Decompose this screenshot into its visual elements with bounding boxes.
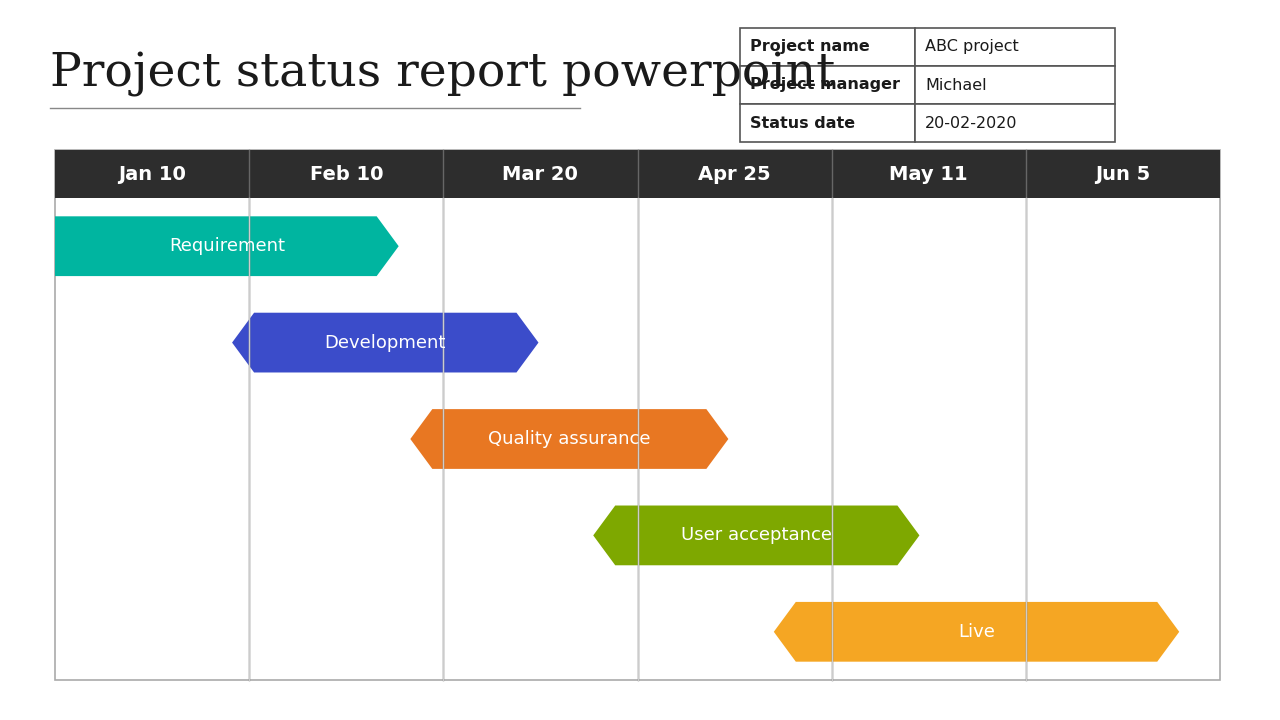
Text: Michael: Michael — [925, 78, 987, 92]
Bar — [915, 28, 1115, 66]
Bar — [740, 66, 915, 104]
Text: Project manager: Project manager — [750, 78, 900, 92]
Text: Jan 10: Jan 10 — [118, 164, 186, 184]
Polygon shape — [774, 602, 1179, 662]
Text: ABC project: ABC project — [925, 40, 1019, 55]
Text: Live: Live — [957, 623, 995, 641]
Text: Status date: Status date — [750, 115, 855, 130]
Text: Quality assurance: Quality assurance — [488, 430, 650, 448]
Text: Development: Development — [325, 333, 445, 351]
Bar — [55, 150, 1220, 198]
Bar — [915, 104, 1115, 142]
Text: Apr 25: Apr 25 — [699, 164, 771, 184]
Bar — [740, 104, 915, 142]
Polygon shape — [411, 409, 728, 469]
Text: May 11: May 11 — [890, 164, 968, 184]
Text: Feb 10: Feb 10 — [310, 164, 383, 184]
Bar — [55, 150, 1220, 680]
Text: Jun 5: Jun 5 — [1096, 164, 1151, 184]
Bar — [740, 28, 915, 66]
Text: Mar 20: Mar 20 — [503, 164, 579, 184]
Text: Project status report powerpoint: Project status report powerpoint — [50, 52, 836, 97]
Polygon shape — [232, 312, 539, 372]
Text: Requirement: Requirement — [169, 237, 285, 255]
Polygon shape — [55, 216, 398, 276]
Text: 20-02-2020: 20-02-2020 — [925, 115, 1018, 130]
Bar — [915, 66, 1115, 104]
Text: Project name: Project name — [750, 40, 869, 55]
Polygon shape — [593, 505, 919, 565]
Text: User acceptance: User acceptance — [681, 526, 832, 544]
